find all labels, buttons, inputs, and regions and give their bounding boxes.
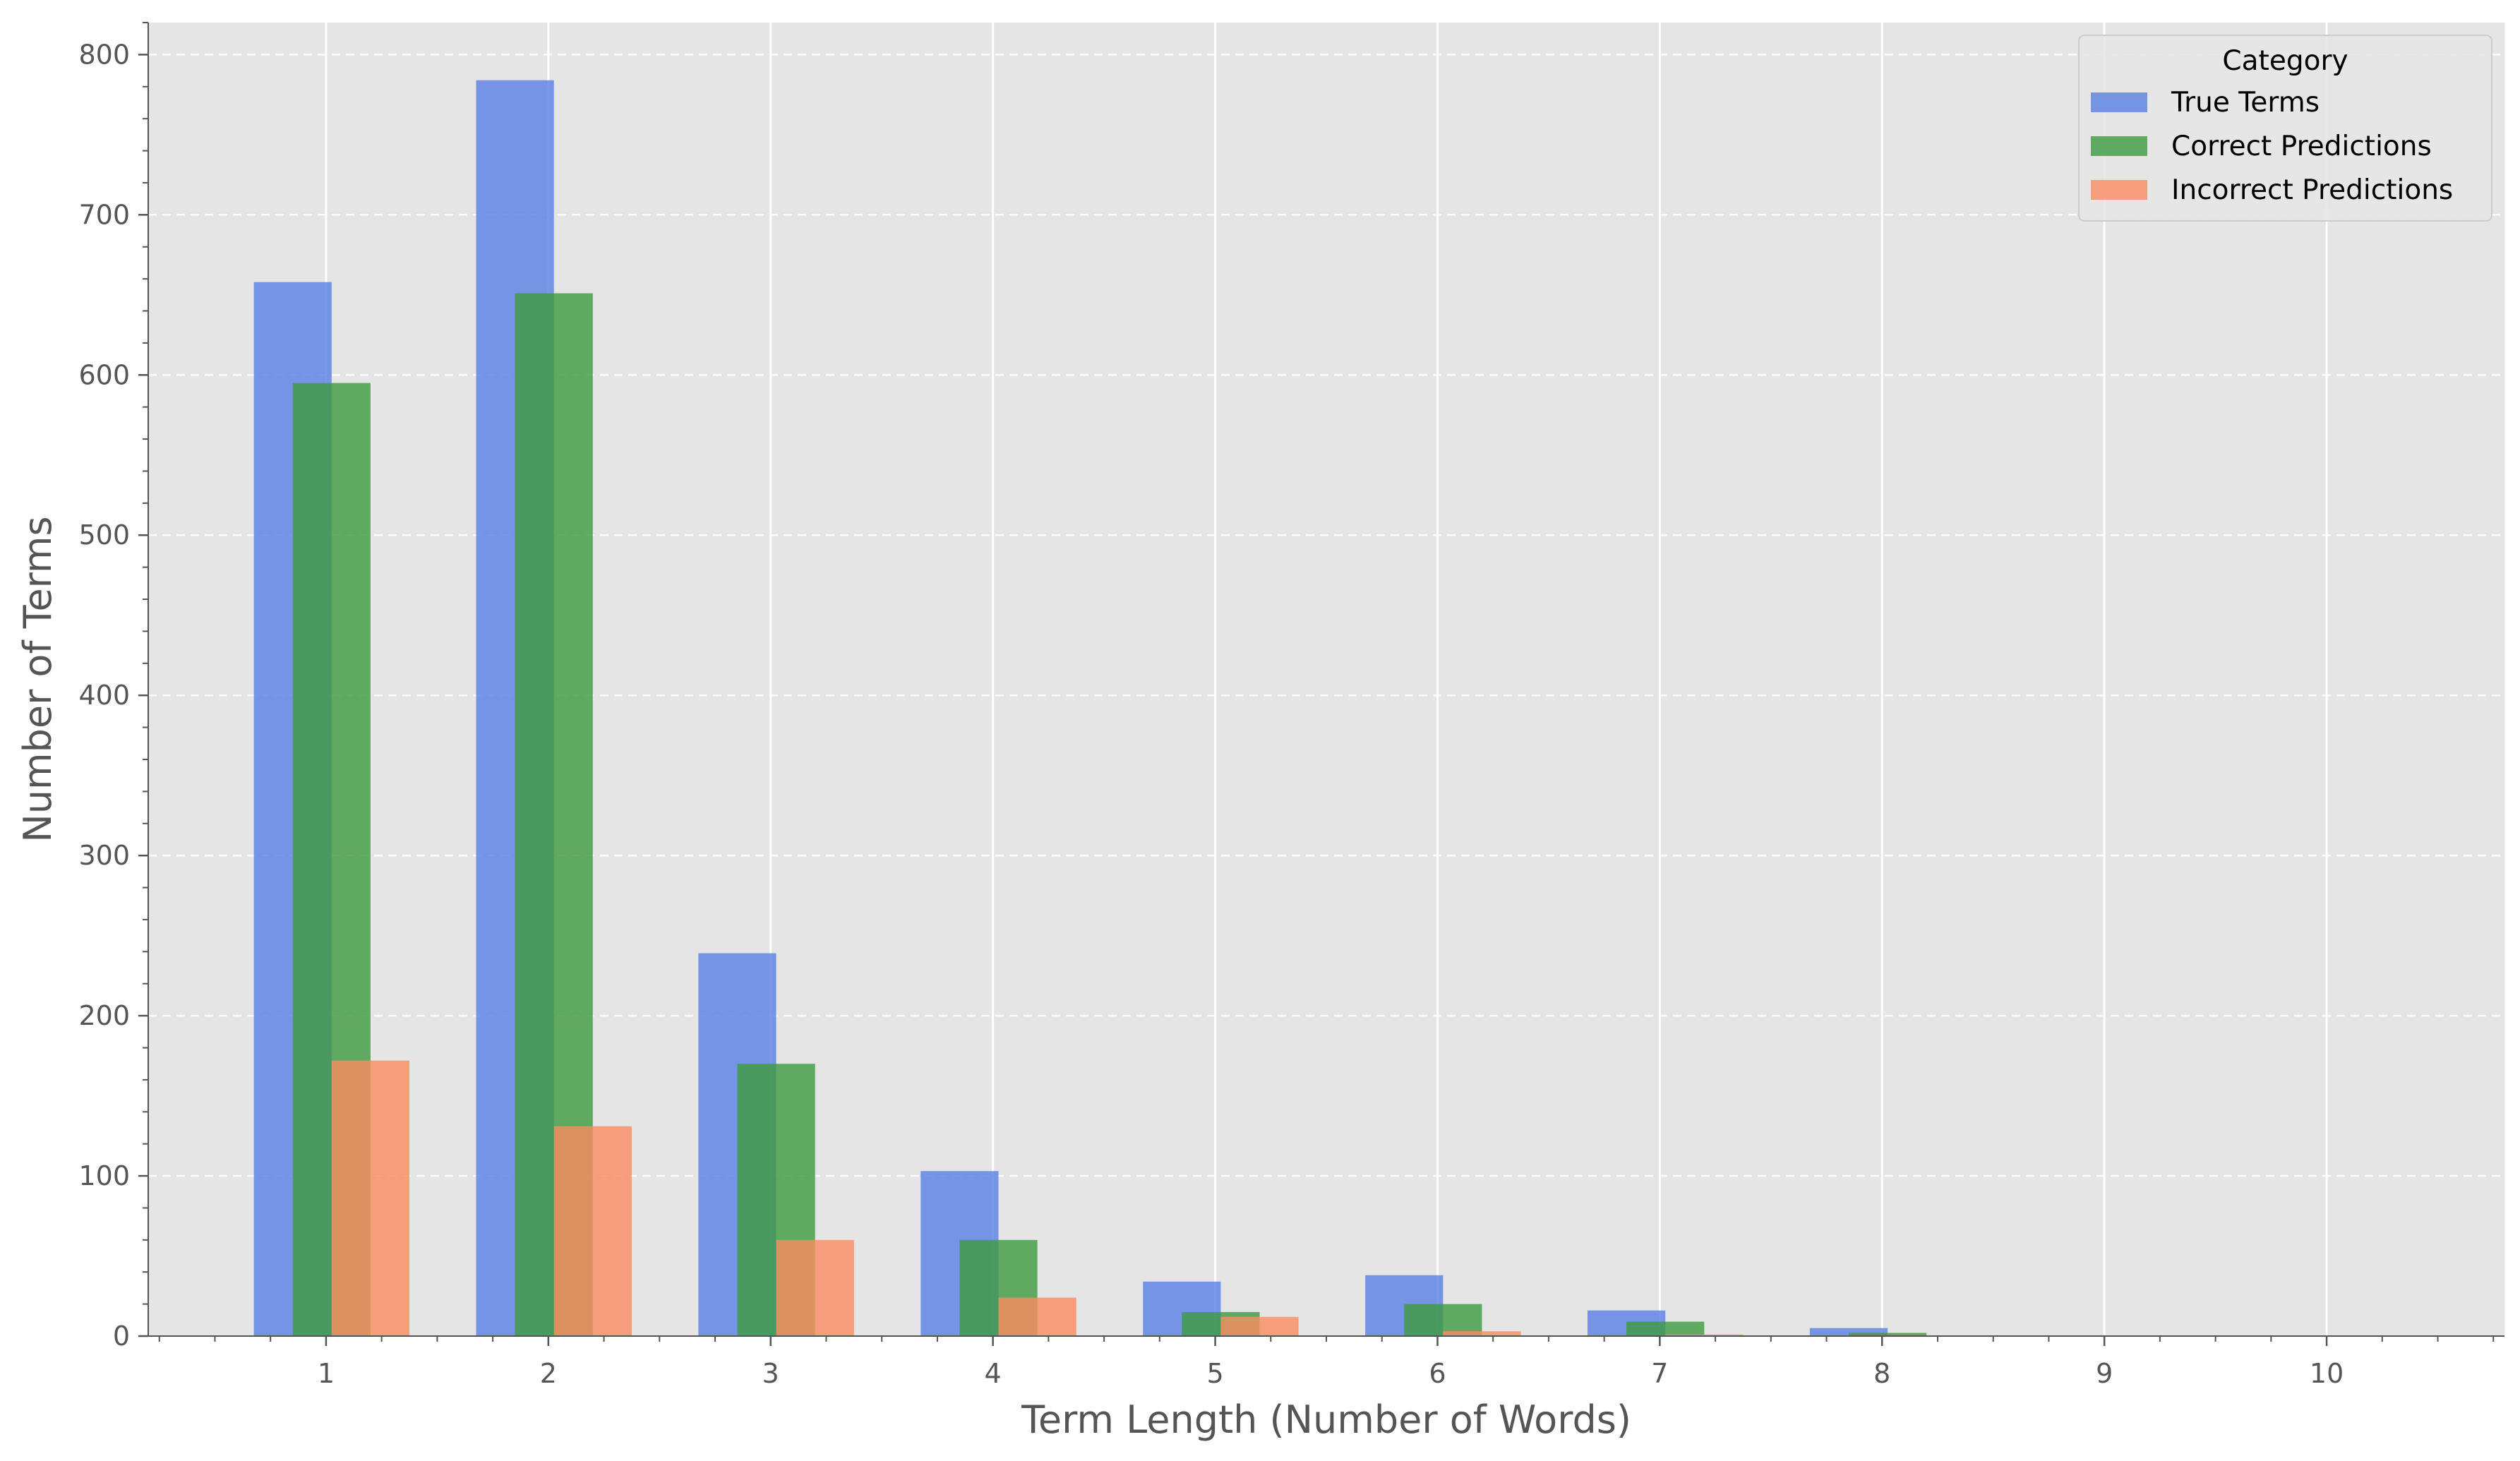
y-tick-label: 700 bbox=[78, 199, 130, 230]
y-tick-label: 600 bbox=[78, 359, 130, 390]
legend-entry: True Terms bbox=[2171, 87, 2320, 119]
x-axis-label: Term Length (Number of Words) bbox=[1021, 1397, 1631, 1442]
bar bbox=[776, 1239, 854, 1336]
x-tick-label: 6 bbox=[1429, 1358, 1446, 1389]
bar bbox=[1809, 1328, 1888, 1336]
y-tick-label: 300 bbox=[78, 840, 130, 871]
legend-swatch bbox=[2091, 180, 2147, 200]
legend-swatch bbox=[2091, 92, 2147, 112]
y-tick-label: 800 bbox=[78, 39, 130, 70]
bar bbox=[1404, 1304, 1482, 1336]
x-tick-label: 10 bbox=[2310, 1358, 2344, 1389]
bar bbox=[1220, 1316, 1299, 1336]
legend-title: Category bbox=[2222, 45, 2348, 77]
bar bbox=[331, 1060, 410, 1336]
legend-entry: Correct Predictions bbox=[2171, 131, 2432, 162]
y-tick-label: 0 bbox=[113, 1321, 130, 1352]
bars bbox=[253, 80, 1927, 1337]
bar bbox=[1849, 1333, 1927, 1336]
bar bbox=[1443, 1331, 1521, 1336]
bar bbox=[553, 1126, 632, 1336]
legend-box bbox=[2078, 35, 2492, 222]
bar bbox=[1626, 1321, 1705, 1336]
x-tick-label: 3 bbox=[762, 1358, 779, 1389]
bar bbox=[1665, 1334, 1744, 1336]
x-tick-label: 2 bbox=[540, 1358, 557, 1389]
bar bbox=[998, 1297, 1076, 1336]
x-tick-label: 9 bbox=[2096, 1358, 2113, 1389]
x-tick-label: 5 bbox=[1206, 1358, 1223, 1389]
x-tick-label: 7 bbox=[1651, 1358, 1668, 1389]
legend-entry: Incorrect Predictions bbox=[2171, 174, 2453, 206]
y-tick-label: 100 bbox=[78, 1160, 130, 1191]
y-axis-label: Number of Terms bbox=[16, 516, 60, 842]
x-tick-label: 8 bbox=[1873, 1358, 1890, 1389]
x-tick-label: 1 bbox=[318, 1358, 335, 1389]
x-tick-label: 4 bbox=[985, 1358, 1002, 1389]
y-tick-label: 400 bbox=[78, 680, 130, 711]
legend: Category True Terms Correct Predictions Inc… bbox=[2078, 35, 2492, 222]
y-tick-label: 200 bbox=[78, 1000, 130, 1031]
y-tick-label: 500 bbox=[78, 519, 130, 551]
legend-swatch bbox=[2091, 136, 2147, 156]
